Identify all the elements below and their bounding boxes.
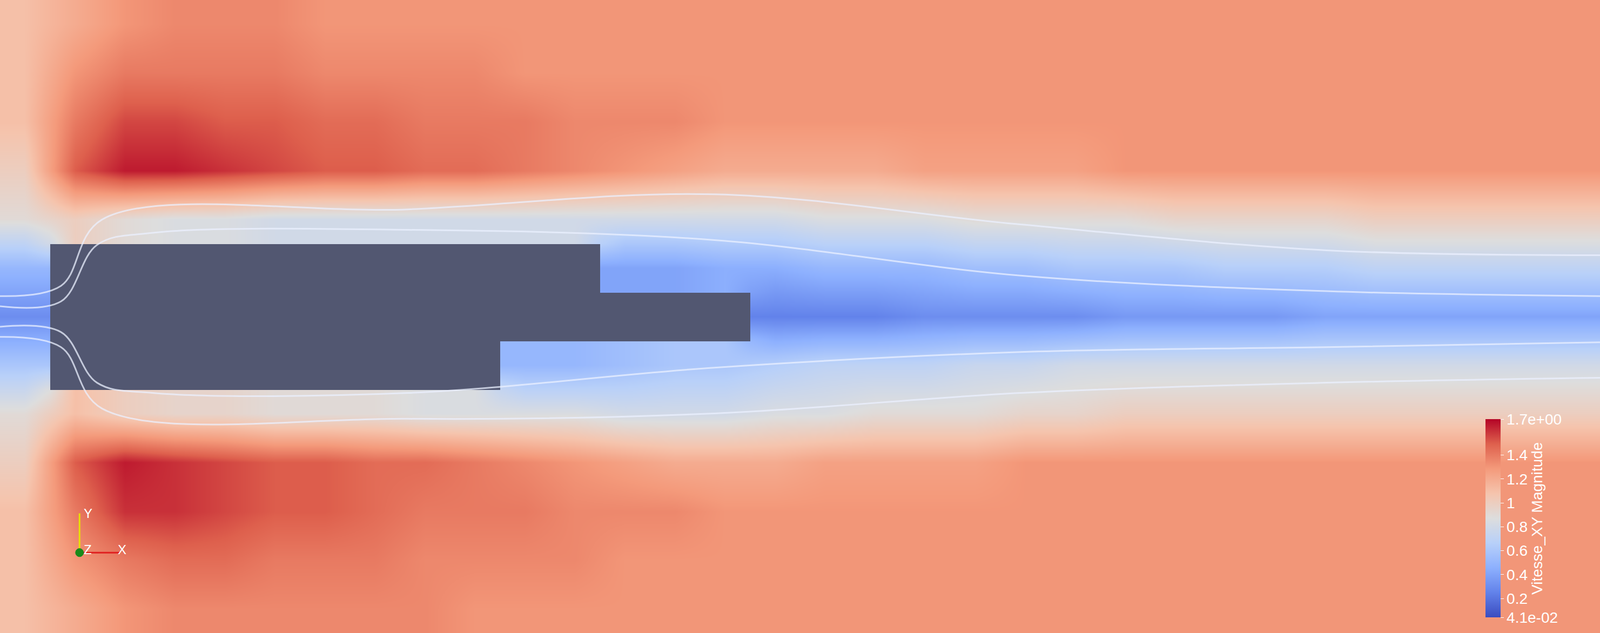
svg-text:0.8: 0.8 — [1506, 518, 1528, 536]
svg-text:Y: Y — [83, 506, 93, 521]
svg-text:1.7e+00: 1.7e+00 — [1506, 411, 1562, 428]
svg-text:0.6: 0.6 — [1506, 542, 1528, 560]
svg-text:Vitesse_XY Magnitude: Vitesse_XY Magnitude — [1528, 442, 1546, 595]
svg-text:X: X — [117, 542, 127, 557]
svg-text:Z: Z — [83, 542, 92, 557]
svg-text:1: 1 — [1506, 494, 1516, 512]
svg-text:1.2: 1.2 — [1506, 471, 1528, 488]
svg-text:0.2: 0.2 — [1506, 590, 1528, 608]
svg-text:0.4: 0.4 — [1506, 566, 1528, 584]
svg-text:4.1e-02: 4.1e-02 — [1506, 609, 1558, 627]
svg-text:1.4: 1.4 — [1506, 446, 1528, 464]
